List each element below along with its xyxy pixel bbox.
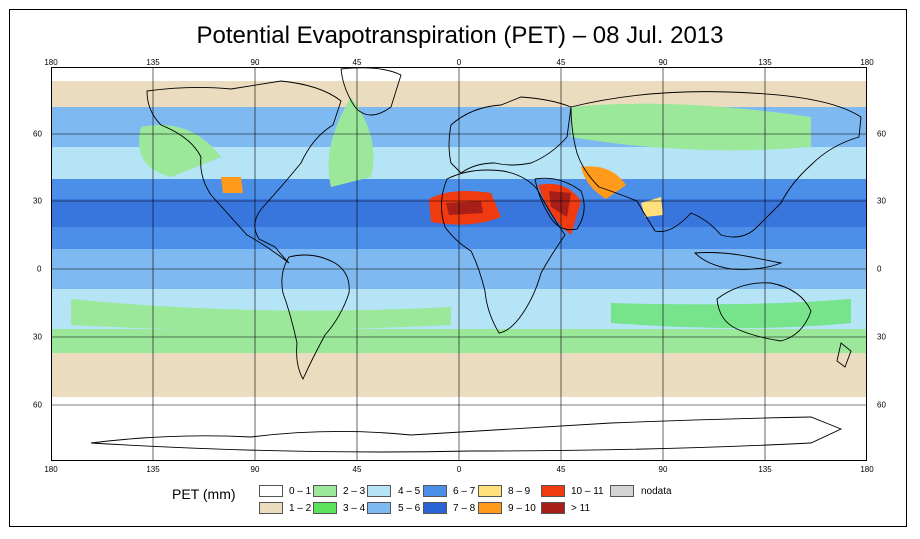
lat-label-left-0: 60	[33, 129, 42, 139]
legend-label-2: 2 – 3	[343, 486, 366, 497]
lon-label-bottom-6: 90	[658, 465, 668, 474]
lon-label-bottom-0: 180	[44, 465, 58, 474]
coast-indonesia	[693, 252, 783, 270]
lat-label-right-3: 30	[877, 332, 886, 342]
map-title: Potential Evapotranspiration (PET) – 08 …	[196, 22, 724, 49]
lon-label-bottom-2: 90	[250, 465, 260, 474]
legend-swatch-1	[259, 502, 283, 514]
lon-label-top-0: 180	[44, 58, 58, 67]
legend-swatch-12	[610, 485, 634, 497]
legend-swatch-8	[478, 485, 502, 497]
legend-label-1: 1 – 2	[289, 503, 312, 514]
legend-label-11: > 11	[571, 503, 590, 514]
legend-label-7: 7 – 8	[453, 503, 476, 514]
legend-label-12: nodata	[641, 486, 672, 497]
coast-arabia	[534, 177, 585, 231]
lat-label-left-4: 60	[33, 400, 42, 410]
legend-label-6: 6 – 7	[453, 486, 476, 497]
legend-label-9: 9 – 10	[508, 503, 536, 514]
lon-label-top-4: 0	[456, 58, 462, 67]
pet-world-map	[51, 67, 867, 461]
lat-label-left-2: 0	[37, 264, 42, 274]
coast-north-america	[146, 80, 342, 264]
legend-swatch-11	[541, 502, 565, 514]
map-border	[51, 67, 867, 461]
legend-label-5: 5 – 6	[398, 503, 421, 514]
legend-swatch-10	[541, 485, 565, 497]
figure-frame	[9, 9, 907, 527]
hotspot-iran	[581, 166, 626, 199]
lat-label-left-1: 30	[33, 196, 42, 206]
legend-swatch-0	[259, 485, 283, 497]
hotspot-arabia-core	[549, 191, 571, 217]
lat-label-right-4: 60	[877, 400, 886, 410]
lon-label-bottom-4: 0	[456, 465, 462, 474]
hotspot-us-southwest	[221, 177, 243, 193]
lon-label-bottom-7: 135	[758, 465, 772, 474]
coast-africa	[441, 169, 566, 334]
hotspot-sahara-core	[446, 201, 483, 215]
lon-label-bottom-1: 135	[146, 465, 160, 474]
coast-australia	[716, 282, 812, 342]
legend-swatch-5	[367, 502, 391, 514]
coast-greenland	[340, 67, 402, 116]
lat-label-right-1: 30	[877, 196, 886, 206]
legend-swatch-9	[478, 502, 502, 514]
legend-label-4: 4 – 5	[398, 486, 421, 497]
lon-label-top-8: 180	[860, 58, 874, 67]
legend-swatch-6	[423, 485, 447, 497]
coast-asia	[570, 91, 862, 238]
lat-label-right-0: 60	[877, 129, 886, 139]
lon-label-top-5: 45	[556, 58, 566, 67]
lon-label-top-1: 135	[146, 58, 160, 67]
patch-south-green-2	[611, 299, 851, 328]
coast-europe	[448, 96, 572, 174]
legend-swatch-2	[313, 485, 337, 497]
graticule	[51, 67, 867, 461]
legend-label-3: 3 – 4	[343, 503, 366, 514]
coast-antarctica	[90, 416, 843, 453]
legend-label-8: 8 – 9	[508, 486, 531, 497]
coast-south-america	[281, 254, 350, 380]
patch-siberia-green	[571, 103, 811, 151]
legend-swatch-3	[313, 502, 337, 514]
legend-label-0: 0 – 1	[289, 486, 312, 497]
lat-label-right-2: 0	[877, 264, 882, 274]
legend-label-10: 10 – 11	[571, 486, 604, 497]
lat-label-left-3: 30	[33, 332, 42, 342]
patch-atlantic-green	[328, 97, 374, 187]
lon-label-bottom-3: 45	[352, 465, 362, 474]
coastlines	[90, 67, 862, 453]
lon-label-bottom-8: 180	[860, 465, 874, 474]
hotspot-india	[641, 197, 663, 217]
patch-south-green	[71, 299, 451, 330]
lon-label-top-2: 90	[250, 58, 260, 67]
coast-new-zealand	[836, 342, 852, 368]
legend-title: PET (mm)	[172, 486, 236, 502]
legend-swatch-4	[367, 485, 391, 497]
legend-swatch-7	[423, 502, 447, 514]
lon-label-bottom-5: 45	[556, 465, 566, 474]
lon-label-top-6: 90	[658, 58, 668, 67]
lon-label-top-7: 135	[758, 58, 772, 67]
lon-label-top-3: 45	[352, 58, 362, 67]
